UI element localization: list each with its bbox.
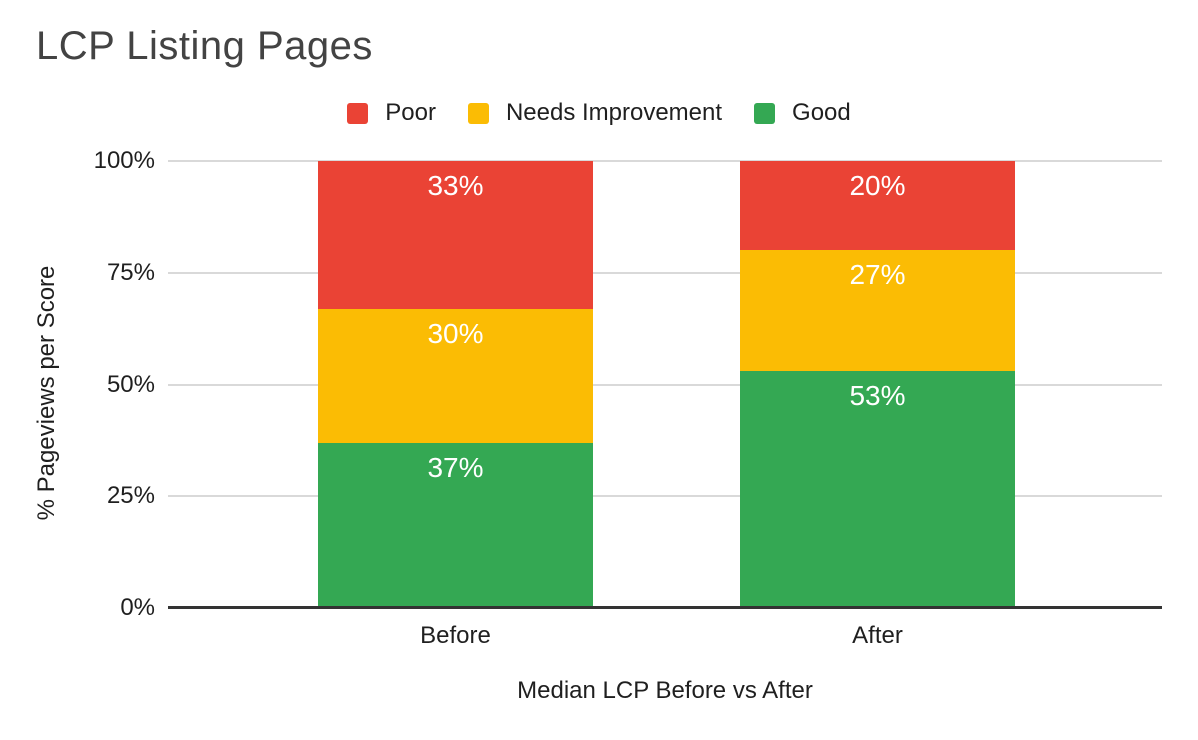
data-label: 33% xyxy=(427,170,484,201)
legend-label: Poor xyxy=(385,99,436,126)
data-label: 37% xyxy=(427,451,484,483)
legend-label: Good xyxy=(792,99,851,126)
data-label: 20% xyxy=(849,170,906,201)
gridline-50 xyxy=(168,383,1162,386)
data-label: 30% xyxy=(427,317,484,349)
bar-before: 33% 30% 37% xyxy=(318,161,593,608)
data-label: 53% xyxy=(849,380,906,412)
y-tick-label: 100% xyxy=(93,147,155,174)
legend-swatch-icon xyxy=(347,102,369,124)
x-category-label-after: After xyxy=(852,622,903,649)
legend-swatch-icon xyxy=(754,102,776,124)
legend-item-good: Good xyxy=(754,99,851,127)
segment-poor: 20% xyxy=(740,161,1015,251)
segment-good: 37% xyxy=(318,442,593,608)
y-tick-label: 25% xyxy=(106,482,155,510)
legend-swatch-icon xyxy=(467,102,489,124)
data-label: 27% xyxy=(849,259,906,291)
y-axis-title: % Pageviews per Score xyxy=(33,265,60,521)
segment-good: 53% xyxy=(740,371,1015,608)
segment-needs-improvement: 30% xyxy=(318,308,593,443)
x-category-label-before: Before xyxy=(420,622,491,649)
gridline-75 xyxy=(168,271,1162,274)
legend-item-poor: Poor xyxy=(347,99,436,127)
x-axis-line xyxy=(168,606,1162,609)
plot-area: 0% 25% 50% 75% 100% 33% 30% 37% Before 20% 27% 53% A… xyxy=(94,147,1162,649)
y-tick-label: 0% xyxy=(120,594,155,621)
gridline-100 xyxy=(168,160,1162,162)
y-tick-label: 75% xyxy=(106,258,155,286)
legend-item-needs-improvement: Needs Improvement xyxy=(467,99,723,127)
segment-needs-improvement: 27% xyxy=(740,250,1015,372)
chart-title: LCP Listing Pages xyxy=(36,24,373,68)
legend-label: Needs Improvement xyxy=(505,99,723,126)
y-tick-label: 50% xyxy=(106,370,155,398)
bar-after: 20% 27% 53% xyxy=(740,161,1015,608)
segment-poor: 33% xyxy=(318,161,593,309)
gridline-25 xyxy=(168,495,1162,498)
legend: Poor Needs Improvement Good xyxy=(0,99,1198,127)
x-axis-title: Median LCP Before vs After xyxy=(517,677,813,704)
